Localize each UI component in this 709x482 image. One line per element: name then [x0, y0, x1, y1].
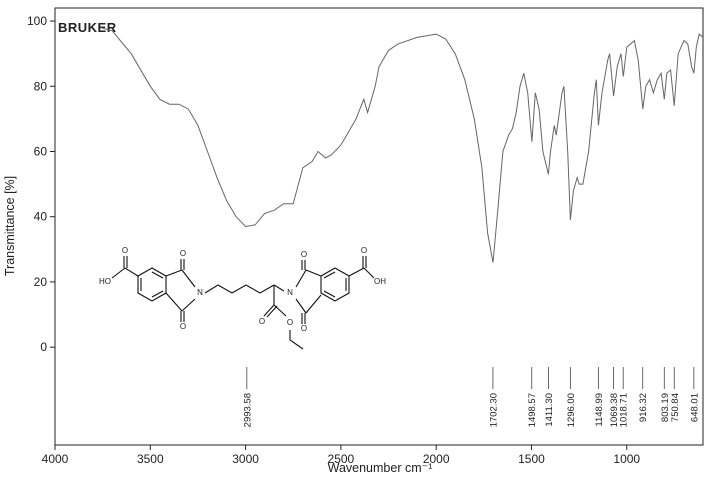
- atom-label: O: [180, 322, 186, 331]
- atom-label: N: [197, 288, 203, 297]
- peak-label: 750.84: [670, 393, 681, 422]
- peak-label: 803.19: [660, 393, 671, 422]
- ring: [137, 267, 167, 302]
- peak-label: 1702.30: [488, 393, 499, 427]
- atom-label: O: [301, 324, 307, 333]
- atom-label: O: [259, 317, 265, 326]
- bond: [165, 269, 183, 277]
- bond: [323, 290, 336, 298]
- bond: [295, 269, 307, 288]
- bond: [151, 290, 164, 298]
- peak-label: 1069.38: [609, 393, 620, 427]
- atom-label: O: [287, 318, 293, 327]
- x-tick-label: 1000: [613, 452, 640, 466]
- brand: BRUKER: [58, 20, 117, 35]
- bond: [263, 304, 275, 317]
- bond: [181, 269, 196, 288]
- peak-label: 1018.71: [619, 393, 630, 427]
- atom-label: N: [287, 288, 293, 297]
- bond: [111, 267, 126, 279]
- bond: [305, 269, 322, 277]
- y-axis-label: Transmittance [%]: [3, 176, 17, 276]
- peak-label: 916.32: [638, 393, 649, 422]
- x-tick-label: 3000: [232, 452, 259, 466]
- bond: [305, 294, 322, 314]
- bond: [124, 267, 139, 277]
- bond: [348, 267, 365, 277]
- atom-label: O: [361, 246, 367, 255]
- x-tick-label: 2000: [423, 452, 450, 466]
- x-axis-label: Wavenumber cm⁻¹: [328, 461, 433, 475]
- bond: [181, 298, 196, 312]
- structure: O HO O N O N O O O O O OH: [99, 246, 386, 350]
- x-tick-label: 2500: [328, 452, 355, 466]
- y-tick-label: 0: [40, 340, 47, 354]
- y-tick-label: 80: [34, 79, 48, 93]
- peak-label: 1411.30: [544, 393, 555, 427]
- x-tick-label: 3500: [137, 452, 164, 466]
- atom-label: O: [301, 250, 307, 259]
- peak-label: 2993.58: [242, 393, 253, 427]
- peak-label: 648.01: [689, 393, 700, 422]
- atom-label: OH: [374, 277, 386, 286]
- plot-frame: [54, 7, 704, 446]
- chain: [204, 284, 275, 294]
- bond: [363, 267, 375, 279]
- y-tick-label: 20: [34, 275, 48, 289]
- bond: [295, 298, 307, 314]
- x-tick-label: 1500: [518, 452, 545, 466]
- y-tick-label: 40: [34, 210, 48, 224]
- bond: [165, 292, 183, 312]
- peak-label: 1296.00: [566, 393, 577, 427]
- bond: [266, 305, 278, 318]
- peak-label: 1498.57: [527, 393, 538, 427]
- bond: [323, 271, 336, 279]
- bond: [273, 284, 285, 292]
- y-tick-label: 100: [27, 14, 47, 28]
- atom-label: HO: [99, 277, 111, 286]
- atom-label: O: [122, 246, 128, 255]
- ring: [320, 267, 350, 302]
- ethyl: [289, 330, 304, 350]
- spectrum-line: [100, 27, 704, 263]
- x-tick-label: 4000: [42, 452, 69, 466]
- peak-label: 1148.99: [594, 393, 605, 427]
- bond: [273, 304, 287, 317]
- y-tick-label: 60: [34, 144, 48, 158]
- bond: [151, 271, 164, 279]
- atom-label: O: [180, 249, 186, 258]
